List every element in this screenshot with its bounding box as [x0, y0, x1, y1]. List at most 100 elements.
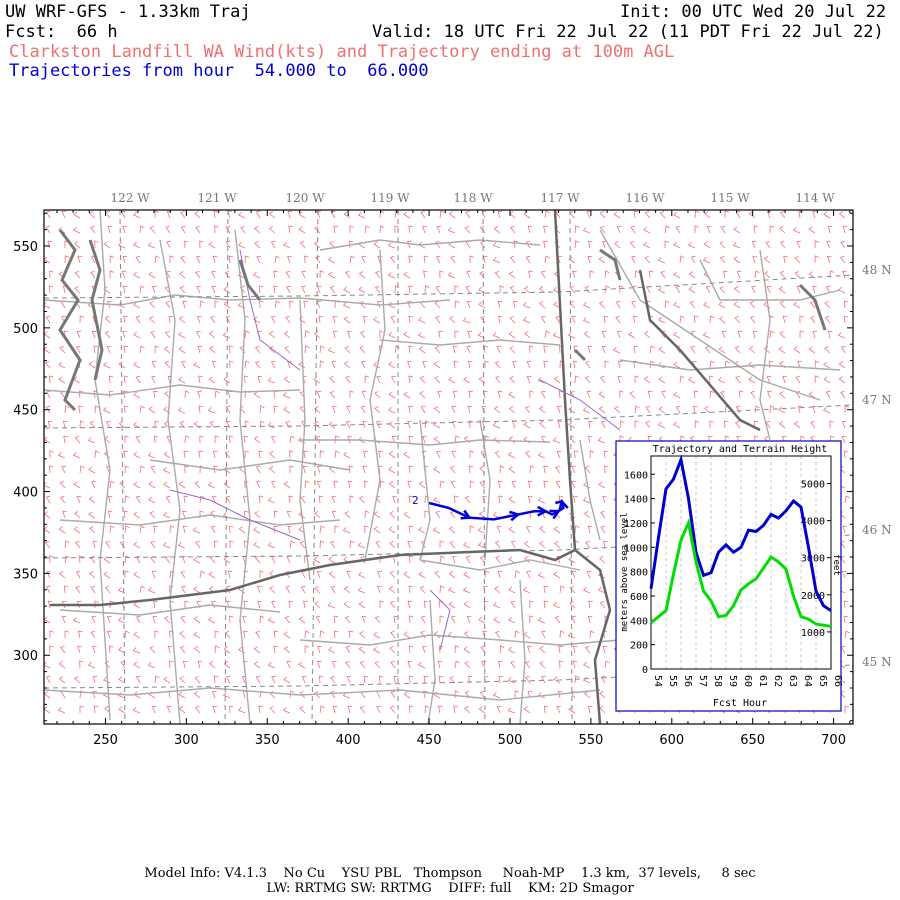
wind-barb [718, 316, 726, 324]
wind-barb [344, 660, 351, 669]
wind-barb [450, 615, 456, 624]
wind-barb [529, 615, 534, 624]
wind-barb [492, 422, 501, 429]
wind-barb [194, 646, 201, 654]
wind-barb [589, 270, 595, 279]
wind-barb [132, 647, 141, 654]
wind-barb [724, 210, 730, 219]
wind-barb [267, 542, 276, 549]
wind-barb [467, 330, 472, 339]
wind-barb [46, 570, 51, 579]
longitude-label: 117 W [540, 191, 580, 205]
wind-barb [629, 240, 636, 249]
wind-barb [752, 330, 758, 339]
wind-barb [555, 315, 561, 324]
wind-barb [407, 361, 412, 369]
wind-barb [253, 436, 261, 444]
wind-barb [826, 240, 831, 249]
wind-barb [673, 421, 681, 429]
wind-barb [374, 615, 381, 624]
wind-barb [391, 435, 397, 444]
wind-barb [178, 271, 186, 279]
wind-barb [133, 631, 141, 639]
wind-barb [843, 450, 849, 459]
wind-barb [133, 571, 141, 579]
wind-barb [164, 330, 171, 339]
wind-barb [283, 406, 291, 414]
wind-barb [600, 675, 606, 684]
wind-barb [583, 511, 591, 519]
longitude-label: 114 W [795, 191, 835, 205]
wind-barb [151, 285, 157, 294]
wind-barb [349, 495, 355, 504]
wind-barb [509, 376, 516, 384]
wind-barb [600, 525, 606, 534]
wind-barb [543, 705, 549, 714]
wind-barb [180, 615, 186, 624]
wind-barb [509, 345, 516, 354]
wind-barb [358, 646, 366, 654]
wind-barb [494, 540, 501, 549]
wind-barb [133, 211, 141, 219]
wind-barb [253, 646, 261, 654]
wind-barb [452, 390, 458, 399]
wind-barb [688, 241, 696, 249]
wind-barb [133, 271, 141, 279]
wind-barb [527, 480, 533, 489]
wind-barb [767, 390, 772, 399]
wind-barb [163, 346, 171, 354]
wind-barb [843, 315, 849, 324]
wind-barb [799, 330, 804, 339]
wind-barb [330, 585, 336, 594]
wind-barb [838, 211, 846, 219]
wind-barb [423, 255, 429, 264]
wind-barb [584, 691, 591, 699]
wind-barb [255, 630, 261, 639]
wind-barb [537, 572, 546, 579]
wind-barb [72, 226, 81, 234]
wind-barb [587, 435, 593, 444]
wind-barb [724, 420, 729, 429]
wind-barb [74, 435, 81, 444]
wind-barb [345, 270, 351, 279]
wind-barb [718, 301, 726, 309]
wind-barb [133, 301, 141, 309]
wind-barb [569, 600, 576, 609]
wind-barb [643, 376, 651, 384]
wind-barb [133, 391, 141, 399]
wind-barb [739, 390, 744, 399]
wind-barb [719, 285, 726, 294]
wind-barb [403, 391, 411, 399]
wind-barb [210, 525, 216, 534]
wind-barb [454, 435, 460, 444]
wind-barb [361, 390, 367, 399]
wind-barb [779, 330, 786, 339]
wind-barb [574, 225, 580, 234]
wind-barb [447, 227, 456, 234]
wind-barb [439, 615, 444, 623]
wind-barb [559, 660, 564, 669]
wind-barb [47, 420, 53, 429]
wind-barb [469, 255, 474, 264]
wind-barb [299, 540, 306, 549]
wind-barb [509, 285, 516, 294]
longitude-label: 115 W [710, 191, 750, 205]
wind-barb [194, 210, 201, 219]
wind-barb [285, 585, 291, 594]
wind-barb [582, 497, 591, 504]
wind-barb [840, 240, 846, 249]
wind-barb [583, 331, 591, 339]
wind-barb [240, 225, 246, 234]
wind-barb [284, 615, 291, 624]
model-info-line2: LW: RRTMG SW: RRTMG DIFF: full KM: 2D Sm… [266, 881, 634, 896]
wind-barb [664, 240, 669, 249]
wind-barb [49, 555, 54, 564]
wind-barb [479, 555, 486, 564]
wind-barb [193, 586, 201, 594]
wind-barb [508, 331, 516, 339]
wind-barb [253, 661, 261, 669]
wind-barb [495, 375, 501, 384]
wind-barb [288, 495, 293, 504]
wind-barb [73, 241, 81, 249]
wind-barb [464, 706, 471, 714]
